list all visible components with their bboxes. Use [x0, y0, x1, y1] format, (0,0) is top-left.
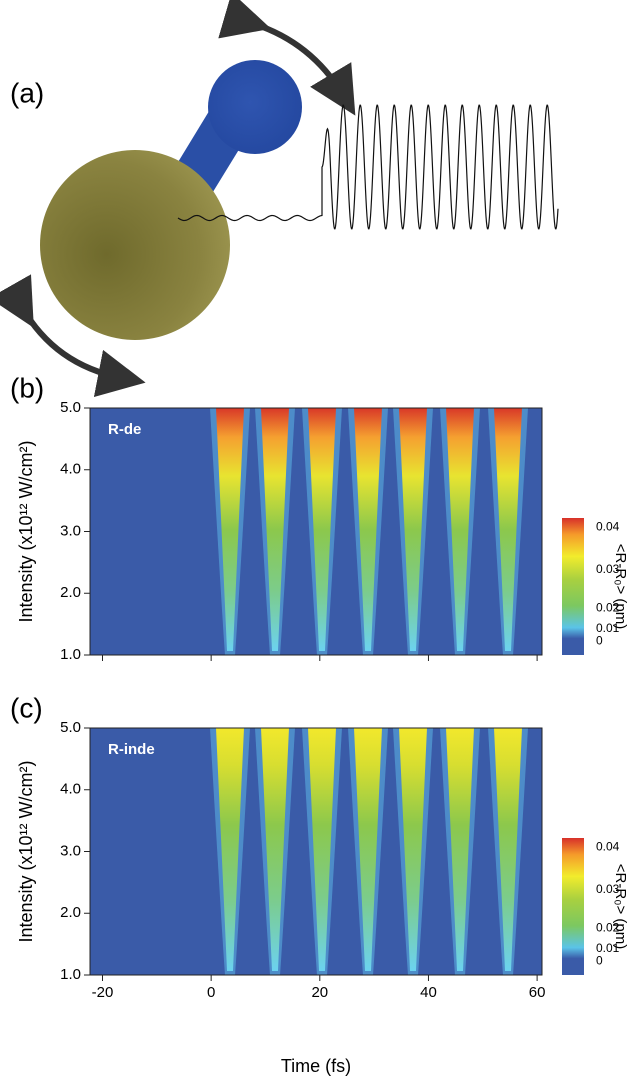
- y-tick-label: 1.0: [60, 966, 81, 983]
- panel-label: (a): [10, 77, 44, 108]
- x-axis-label: Time (fs): [281, 1056, 351, 1076]
- y-tick-label: 5.0: [60, 399, 81, 416]
- y-axis-label: Intensity (x10¹² W/cm²): [16, 440, 36, 622]
- inset-label: R-inde: [108, 741, 155, 758]
- inset-label: R-de: [108, 421, 141, 438]
- x-tick-label: 40: [420, 984, 437, 1001]
- colorbar-label: <R-R₀> (pm): [612, 864, 629, 949]
- figure: (a) (b) R-de 1.0 2.0 3.0 4.0 5.0 Intensity (x10…: [0, 0, 634, 1078]
- y-tick-label: 4.0: [60, 461, 81, 478]
- molecule: [40, 60, 302, 340]
- colorbar-tick-label: 0: [596, 633, 603, 647]
- colorbar: [562, 838, 584, 975]
- y-tick-label: 3.0: [60, 522, 81, 539]
- x-tick-label: -20: [92, 984, 114, 1001]
- x-tick-label: 20: [311, 984, 328, 1001]
- colorbar-tick-label: 0.04: [596, 839, 620, 853]
- colorbar-label: <R-R₀> (pm): [612, 544, 629, 629]
- colorbar-tick-label: 0.04: [596, 519, 620, 533]
- y-tick-label: 5.0: [60, 719, 81, 736]
- y-tick-label: 2.0: [60, 904, 81, 921]
- colorbar-tick-label: 0: [596, 953, 603, 967]
- colorbar: [562, 518, 584, 655]
- panel-label: (c): [10, 692, 43, 723]
- y-tick-label: 4.0: [60, 781, 81, 798]
- y-tick-label: 3.0: [60, 842, 81, 859]
- y-axis-label: Intensity (x10¹² W/cm²): [16, 760, 36, 942]
- y-tick-label: 2.0: [60, 584, 81, 601]
- y-tick-label: 1.0: [60, 646, 81, 663]
- x-tick-label: 60: [529, 984, 546, 1001]
- panel-label: (b): [10, 372, 44, 403]
- x-tick-label: 0: [207, 984, 215, 1001]
